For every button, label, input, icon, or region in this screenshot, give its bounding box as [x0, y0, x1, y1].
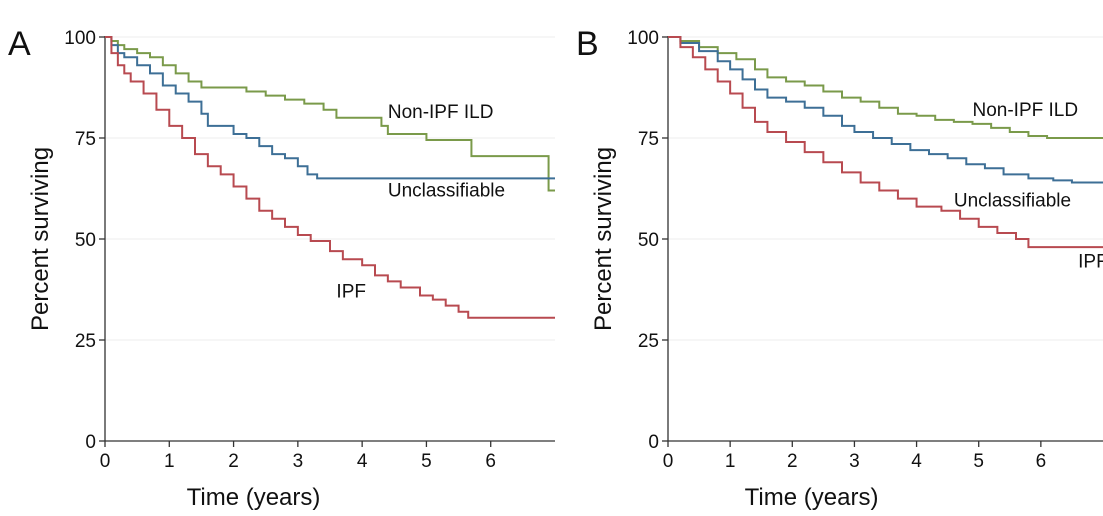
panel-b: 0 25 50 75 100 0 1 2 3 4 5 6 Time (years) Percent sur… [576, 25, 1103, 511]
series-label-ipf: IPF [1078, 251, 1103, 272]
x-tick-label: 6 [1036, 451, 1047, 472]
panel-a: 0 25 50 75 100 0 1 2 3 4 5 6 Time (years) Percent sur… [8, 25, 555, 511]
series-line-unclassifiable [105, 36, 555, 180]
x-tick-label: 2 [228, 451, 239, 472]
series-label-unclassifiable: Unclassifiable [388, 181, 505, 202]
y-tick-label: 50 [638, 230, 659, 251]
series-line-non-ipf-ild [668, 36, 1103, 139]
series-line-ipf [105, 36, 555, 319]
x-tick-label: 1 [164, 451, 175, 472]
x-tick-label: 0 [100, 451, 111, 472]
y-tick-label: 75 [75, 129, 96, 150]
series-label-non-ipf-ild: Non-IPF ILD [973, 100, 1079, 121]
x-tick-label: 2 [787, 451, 798, 472]
series-label-ipf: IPF [336, 282, 366, 303]
y-axis-title: Percent surviving [590, 147, 617, 331]
x-tick-label: 3 [849, 451, 860, 472]
x-tick-label: 6 [485, 451, 496, 472]
x-axis-title: Time (years) [187, 484, 321, 511]
x-tick-label: 5 [421, 451, 432, 472]
y-tick-label: 25 [75, 331, 96, 352]
y-tick-label: 25 [638, 331, 659, 352]
series-line-ipf [668, 36, 1103, 249]
series-line-non-ipf-ild [105, 36, 555, 192]
y-tick-label: 100 [627, 28, 659, 49]
panel-letter: A [8, 25, 31, 63]
x-tick-label: 0 [663, 451, 674, 472]
y-tick-label: 0 [648, 432, 659, 453]
x-tick-label: 5 [973, 451, 984, 472]
x-tick-label: 3 [293, 451, 304, 472]
y-axis-title: Percent surviving [27, 147, 54, 331]
y-tick-label: 75 [638, 129, 659, 150]
x-tick-label: 4 [911, 451, 922, 472]
x-axis-title: Time (years) [745, 484, 879, 511]
x-tick-label: 4 [357, 451, 368, 472]
y-tick-label: 0 [85, 432, 96, 453]
y-tick-label: 100 [64, 28, 96, 49]
panel-letter: B [576, 25, 599, 63]
x-tick-label: 1 [725, 451, 736, 472]
series-line-unclassifiable [668, 36, 1103, 184]
y-tick-label: 50 [75, 230, 96, 251]
series-label-non-ipf-ild: Non-IPF ILD [388, 102, 494, 123]
series-label-unclassifiable: Unclassifiable [954, 191, 1071, 212]
